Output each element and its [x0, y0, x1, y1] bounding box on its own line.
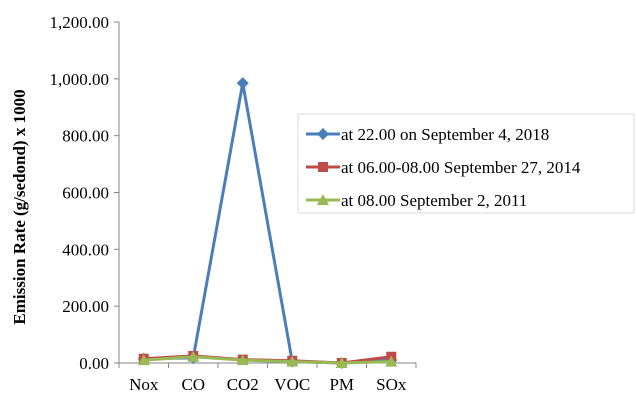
legend-entry: at 06.00-08.00 September 27, 2014	[306, 158, 581, 177]
legend-entry: at 08.00 September 2, 2011	[306, 191, 527, 210]
data-point	[137, 354, 150, 366]
data-point	[236, 354, 249, 366]
data-point	[187, 350, 200, 362]
series-line	[143, 355, 392, 365]
legend-box	[297, 113, 635, 214]
y-axis-title: Emission Rate (g/sedond) x 1000	[10, 89, 29, 324]
y-tick-label: 400.00	[62, 240, 109, 259]
y-tick-label: 1,000.00	[50, 70, 110, 89]
legend-swatch-marker	[317, 194, 329, 205]
x-tick-label: VOC	[274, 375, 310, 394]
y-tick-label: 600.00	[62, 184, 109, 203]
data-point	[335, 357, 348, 368]
y-tick-label: 200.00	[62, 297, 109, 316]
y-tick-label: 800.00	[62, 127, 109, 146]
x-tick-label: PM	[329, 375, 354, 394]
legend-entry: at 22.00 on September 4, 2018	[306, 125, 549, 144]
legend-swatch-marker	[317, 128, 329, 140]
legend-label: at 22.00 on September 4, 2018	[341, 125, 549, 144]
x-tick-label: CO	[181, 375, 205, 394]
x-tick-label: Nox	[129, 375, 159, 394]
series-layer	[137, 77, 398, 369]
legend-label: at 06.00-08.00 September 27, 2014	[341, 158, 581, 177]
y-tick-label: 0.00	[79, 354, 109, 373]
y-axis-ticks: 0.00 200.00 400.00 600.00 800.00 1,000.00 1,20…	[50, 13, 119, 373]
x-tick-label: CO2	[227, 375, 259, 394]
legend-swatch-marker	[318, 162, 328, 172]
data-point	[286, 355, 299, 367]
series-3	[137, 350, 398, 368]
y-tick-label: 1,200.00	[50, 13, 110, 32]
legend: at 22.00 on September 4, 2018 at 06.00-08…	[297, 113, 635, 214]
legend-label: at 08.00 September 2, 2011	[341, 191, 527, 210]
data-point	[236, 77, 249, 90]
data-point	[385, 355, 398, 367]
x-tick-label: SOx	[376, 375, 407, 394]
x-axis-ticks: Nox CO CO2 VOC PM SOx	[118, 363, 417, 394]
